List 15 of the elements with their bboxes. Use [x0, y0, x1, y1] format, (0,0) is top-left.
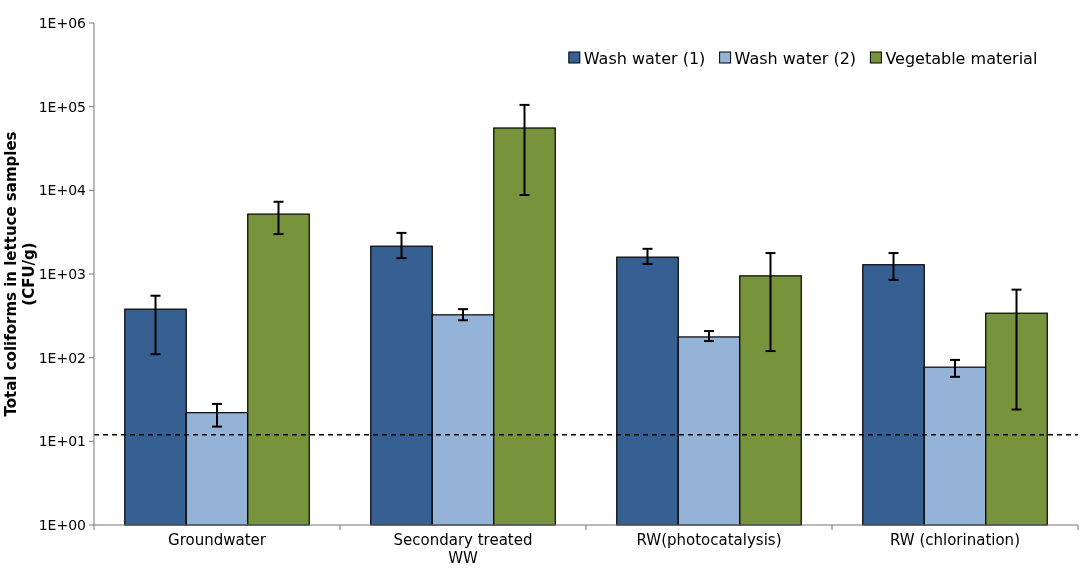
legend-label: Wash water (1): [583, 48, 706, 68]
x-tick-label: Secondary treated WW: [393, 531, 533, 567]
y-tick-label: 1E+01: [38, 433, 86, 450]
y-tick-label: 1E+06: [38, 14, 87, 31]
x-tick-label: Groundwater: [168, 531, 267, 549]
x-tick-label: RW (chlorination): [890, 531, 1020, 549]
y-tick-label: 1E+03: [38, 265, 86, 282]
legend-label: Vegetable material: [885, 48, 1038, 68]
x-tick-label: RW(photocatalysis): [636, 531, 782, 549]
y-tick-label: 1E+00: [38, 516, 86, 533]
y-tick-label: 1E+04: [38, 182, 87, 199]
legend-label: Wash water (2): [734, 48, 857, 68]
y-tick-label: 1E+05: [38, 98, 86, 115]
y-axis-title: Total coliforms in lettuce samples (CFU/g): [2, 131, 38, 417]
y-tick-label: 1E+02: [38, 349, 86, 366]
